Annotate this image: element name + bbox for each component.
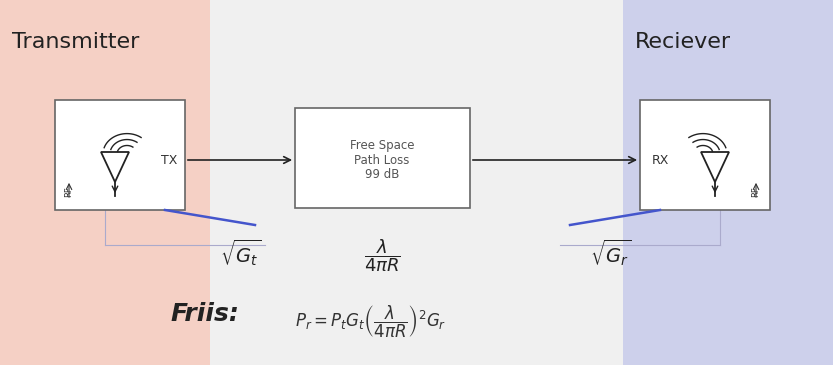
Bar xyxy=(295,108,470,208)
Text: Friis:: Friis: xyxy=(170,302,239,326)
Text: Free Space: Free Space xyxy=(350,139,414,153)
Text: $\sqrt{G_r}$: $\sqrt{G_r}$ xyxy=(590,237,631,268)
Bar xyxy=(210,0,623,365)
Text: RF: RF xyxy=(751,187,761,197)
Text: RF: RF xyxy=(64,187,73,197)
Text: 99 dB: 99 dB xyxy=(365,168,399,181)
Bar xyxy=(55,100,185,210)
Text: $P_r = P_t G_t \left(\dfrac{\lambda}{4\pi R}\right)^2 G_r$: $P_r = P_t G_t \left(\dfrac{\lambda}{4\p… xyxy=(295,304,446,340)
Bar xyxy=(623,0,833,365)
Bar xyxy=(640,100,770,210)
Text: Reciever: Reciever xyxy=(635,32,731,52)
Text: $\sqrt{G_t}$: $\sqrt{G_t}$ xyxy=(220,237,262,268)
Text: $\dfrac{\lambda}{4\pi R}$: $\dfrac{\lambda}{4\pi R}$ xyxy=(363,237,401,274)
Text: Path Loss: Path Loss xyxy=(354,154,410,166)
Text: TX: TX xyxy=(161,154,177,166)
Text: Transmitter: Transmitter xyxy=(12,32,139,52)
Text: RX: RX xyxy=(652,154,670,166)
Bar xyxy=(0,0,210,365)
